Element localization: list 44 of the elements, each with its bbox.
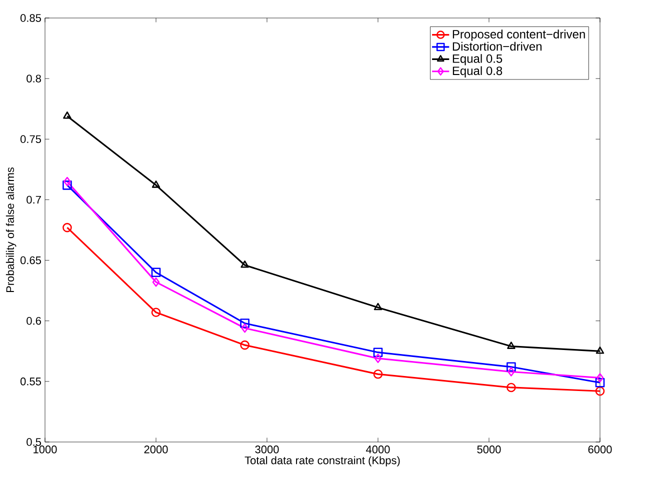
point bbox=[374, 302, 382, 310]
point bbox=[506, 382, 516, 392]
point bbox=[240, 318, 250, 328]
point bbox=[595, 378, 605, 388]
point bbox=[240, 260, 249, 268]
y-tick-label: 0.8 bbox=[26, 74, 41, 82]
x-axis-title: Total data rate constraint (Kbps) bbox=[244, 456, 400, 466]
y-axis-title: Probability of false alarms bbox=[6, 167, 16, 292]
y-tick-label: 0.65 bbox=[20, 256, 41, 264]
point bbox=[64, 176, 71, 186]
point bbox=[506, 362, 516, 372]
x-tick-label: 2000 bbox=[144, 446, 168, 454]
point bbox=[62, 222, 72, 232]
point bbox=[374, 354, 382, 364]
point bbox=[373, 370, 383, 379]
point bbox=[596, 373, 604, 382]
y-tick-label: 0.75 bbox=[20, 135, 41, 144]
point bbox=[152, 180, 160, 188]
y-tick-label: 0.55 bbox=[20, 378, 41, 386]
point bbox=[508, 367, 515, 376]
x-tick-label: 3000 bbox=[255, 446, 279, 454]
point bbox=[151, 268, 161, 278]
y-tick-label: 0.85 bbox=[20, 14, 41, 22]
point bbox=[151, 308, 161, 318]
y-tick-label: 0.6 bbox=[26, 316, 41, 325]
point bbox=[507, 342, 516, 349]
point bbox=[63, 111, 72, 119]
point bbox=[240, 340, 250, 350]
legend-label: Equal 0.8 bbox=[452, 66, 502, 78]
legend-label: Distortion−driven bbox=[452, 42, 542, 51]
point bbox=[62, 180, 72, 190]
point bbox=[152, 277, 160, 287]
x-tick-label: 6000 bbox=[588, 446, 612, 454]
point bbox=[373, 348, 383, 357]
x-tick-label: 5000 bbox=[477, 446, 501, 454]
y-tick-label: 0.5 bbox=[26, 438, 41, 446]
x-tick-label: 4000 bbox=[366, 446, 390, 454]
legend-label: Equal 0.5 bbox=[452, 54, 502, 66]
point bbox=[596, 346, 604, 354]
y-tick-label: 0.7 bbox=[26, 196, 41, 204]
point bbox=[595, 386, 605, 396]
legend-label: Proposed content−driven bbox=[452, 30, 585, 41]
point bbox=[241, 323, 248, 333]
x-tick-label: 1000 bbox=[34, 446, 57, 454]
